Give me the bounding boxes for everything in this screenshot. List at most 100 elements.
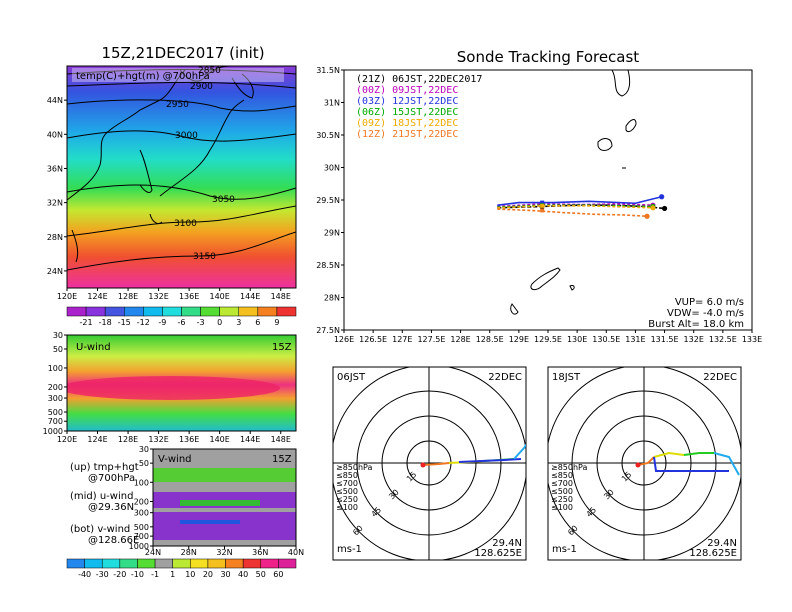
contour-label-2850: 2850 bbox=[198, 66, 221, 76]
hodo-level-legend: ≤850 bbox=[336, 471, 358, 480]
hodo-segment-4 bbox=[713, 452, 740, 476]
v-band-1 bbox=[153, 468, 296, 482]
map-ytick-label: 44N bbox=[47, 96, 63, 105]
map-ytick-label: 28N bbox=[47, 233, 63, 242]
temperature-colorbar-swatch bbox=[124, 306, 144, 317]
hodo-segment-1 bbox=[653, 451, 685, 458]
legend-line-5: (bot) v-wind bbox=[70, 524, 130, 535]
hodo-level-legend: ≤250 bbox=[551, 495, 573, 504]
coast-korea bbox=[139, 149, 153, 193]
hodo-date: 22DEC bbox=[488, 372, 522, 383]
hodograph-18jst: 15304560≥850hPa≤850≤700≤500≤250≤10018JST… bbox=[547, 366, 742, 561]
contour-3000 bbox=[67, 130, 296, 142]
legend-line-4: @29.36N bbox=[88, 502, 134, 513]
track-legend: (21Z) 06JST,22DEC2017(00Z) 09JST,22DEC(0… bbox=[356, 74, 482, 140]
legend-line-1: (up) tmp+hgt bbox=[70, 462, 139, 473]
coast-hokkaido bbox=[231, 73, 254, 99]
contour-3050 bbox=[67, 184, 296, 200]
u-xtick-label: 132E bbox=[148, 435, 168, 444]
track-xtick-label: 126.5E bbox=[359, 335, 387, 344]
wind-colorbar-tick: 30 bbox=[220, 570, 230, 579]
temperature-colorbar-swatch bbox=[162, 306, 182, 317]
coast-taiwan bbox=[71, 229, 79, 263]
v-xtick-label: 24N bbox=[145, 548, 161, 557]
map-label: temp(C)+hgt(m) @700hPa bbox=[76, 71, 210, 82]
temperature-colorbar-swatch bbox=[66, 306, 87, 317]
wind-colorbar-swatch bbox=[84, 558, 103, 569]
temperature-colorbar-tick: 9 bbox=[274, 318, 279, 327]
contour-label-2900: 2900 bbox=[190, 82, 213, 92]
wind-colorbar-tick: -40 bbox=[78, 570, 91, 579]
u-xtick-label: 144E bbox=[240, 435, 260, 444]
track-legend-entry: (12Z) 21JST,22DEC bbox=[356, 129, 458, 140]
track-xtick-label: 130E bbox=[567, 335, 587, 344]
hodo-level-legend: ≤700 bbox=[551, 479, 573, 488]
contour-2900 bbox=[67, 81, 296, 89]
temperature-colorbar-tick: 0 bbox=[217, 318, 222, 327]
hodo-segment-2 bbox=[683, 452, 714, 456]
u-xtick-label: 148E bbox=[271, 435, 291, 444]
track-line-2 bbox=[497, 195, 662, 206]
u-xtick-label: 120E bbox=[57, 435, 77, 444]
map-ytick-label: 40N bbox=[47, 130, 63, 139]
temperature-colorbar-swatch bbox=[257, 306, 278, 317]
map-xtick-label: 132E bbox=[148, 292, 168, 301]
map-ytick-label: 24N bbox=[47, 267, 63, 276]
hodo-unit: ms-1 bbox=[552, 544, 577, 555]
track-ytick-label: 28.5N bbox=[316, 261, 340, 270]
hodograph-rings bbox=[548, 367, 741, 560]
v-band-3 bbox=[180, 500, 260, 506]
track-coastlines bbox=[510, 70, 637, 315]
coast-kyushu bbox=[149, 213, 163, 225]
track-xtick-label: 127E bbox=[392, 335, 412, 344]
wind-colorbar-swatch bbox=[242, 558, 262, 569]
v-xtick-label: 28N bbox=[181, 548, 197, 557]
map-xtick-label: 144E bbox=[240, 292, 260, 301]
temperature-colorbar-swatch bbox=[200, 306, 220, 317]
coastlines bbox=[67, 66, 254, 263]
pressure-tick-label: 700 bbox=[134, 532, 149, 541]
track-line-5 bbox=[497, 208, 648, 218]
temperature-colorbar-tick: -18 bbox=[99, 318, 112, 327]
temperature-colorbar-swatch bbox=[219, 306, 240, 317]
temperature-colorbar-tick: -15 bbox=[118, 318, 131, 327]
track-burst-marker bbox=[540, 208, 545, 213]
wind-colorbar-tick: 60 bbox=[273, 570, 283, 579]
pressure-tick-label: 300 bbox=[48, 394, 63, 403]
map-label-bg bbox=[72, 68, 284, 82]
pressure-tick-label: 50 bbox=[139, 459, 149, 468]
track-xtick-label: 128.5E bbox=[476, 335, 504, 344]
track-end-point bbox=[644, 213, 650, 219]
pressure-tick-label: 300 bbox=[134, 509, 149, 518]
hodo-unit: ms-1 bbox=[337, 544, 362, 555]
temperature-colorbar-swatch bbox=[238, 306, 259, 317]
track-xtick-label: 126E bbox=[334, 335, 354, 344]
track-xtick-label: 129.5E bbox=[534, 335, 562, 344]
map-axis-ticks: 120E 124E 128E 132E 136E 140E 144E 148E 44N 40N 36… bbox=[47, 96, 291, 301]
hodo-level-legend: ≤700 bbox=[336, 479, 358, 488]
temperature-colorbar-tick: 6 bbox=[255, 318, 260, 327]
u-xtick-label: 140E bbox=[210, 435, 230, 444]
temperature-colorbar: -21 -18 -15 -12 -9 -6 -3 0 3 6 9 bbox=[66, 306, 297, 327]
pressure-tick-label: 1000 bbox=[43, 427, 63, 436]
wind-colorbar-tick: -10 bbox=[131, 570, 144, 579]
legend-line-2: @700hPa bbox=[88, 473, 135, 484]
track-xtick-label: 133E bbox=[742, 335, 762, 344]
hodo-lon: 128.625E bbox=[474, 548, 522, 559]
hodo-lat: 29.4N bbox=[492, 538, 522, 549]
right-title: Sonde Tracking Forecast bbox=[457, 48, 640, 66]
track-burst-marker bbox=[540, 203, 545, 208]
hodo-level-legend: ≥850hPa bbox=[551, 463, 588, 472]
track-xtick-label: 127.5E bbox=[417, 335, 445, 344]
temperature-colorbar-swatch bbox=[276, 306, 297, 317]
temperature-colorbar-swatch bbox=[143, 306, 163, 317]
legend-line-6: @128.66E bbox=[88, 535, 139, 546]
pressure-tick-label: 500 bbox=[48, 408, 63, 417]
temperature-colorbar-tick: -12 bbox=[137, 318, 150, 327]
u-xtick-label: 128E bbox=[118, 435, 138, 444]
map-xtick-label: 124E bbox=[87, 292, 107, 301]
track-xtick-label: 131.5E bbox=[651, 335, 679, 344]
track-xtick-label: 131E bbox=[625, 335, 645, 344]
